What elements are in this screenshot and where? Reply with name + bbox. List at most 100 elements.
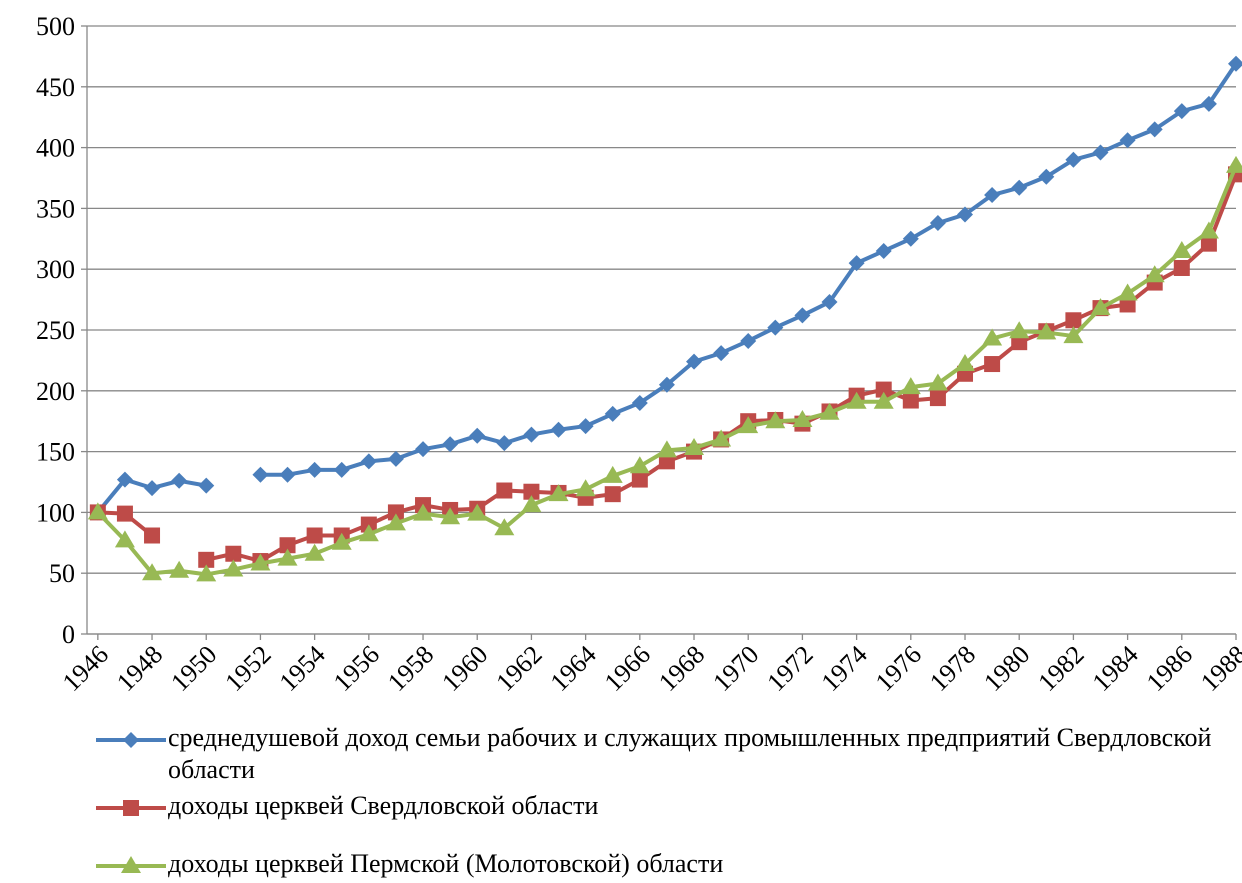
x-tick-label: 1984 bbox=[1087, 640, 1144, 697]
marker bbox=[1228, 55, 1242, 72]
marker bbox=[602, 465, 623, 483]
y-tick-label: 300 bbox=[36, 255, 75, 284]
marker bbox=[631, 394, 648, 411]
marker bbox=[304, 543, 325, 561]
marker bbox=[1063, 326, 1084, 344]
y-tick-label: 50 bbox=[49, 559, 75, 588]
marker bbox=[306, 461, 323, 478]
marker bbox=[144, 527, 161, 544]
marker bbox=[523, 426, 540, 443]
marker bbox=[1009, 321, 1030, 339]
marker bbox=[738, 416, 759, 434]
marker bbox=[225, 545, 242, 562]
x-tick-label: 1974 bbox=[816, 640, 873, 697]
marker bbox=[604, 405, 621, 422]
y-tick-label: 100 bbox=[36, 498, 75, 527]
x-tick-label: 1960 bbox=[436, 640, 493, 697]
x-tick-label: 1978 bbox=[924, 640, 981, 697]
marker bbox=[116, 505, 133, 522]
x-tick-label: 1956 bbox=[328, 640, 385, 697]
marker bbox=[442, 436, 459, 453]
x-tick-label: 1976 bbox=[870, 640, 927, 697]
marker bbox=[144, 480, 161, 497]
marker bbox=[198, 551, 215, 568]
x-tick-label: 1972 bbox=[761, 640, 818, 697]
marker bbox=[548, 484, 569, 502]
marker bbox=[982, 328, 1003, 346]
marker bbox=[331, 532, 352, 550]
marker bbox=[142, 563, 163, 581]
x-tick-label: 1952 bbox=[219, 640, 276, 697]
y-tick-label: 200 bbox=[36, 377, 75, 406]
marker bbox=[1200, 235, 1217, 252]
marker bbox=[1171, 240, 1192, 258]
x-tick-label: 1968 bbox=[653, 640, 710, 697]
x-tick-label: 1950 bbox=[165, 640, 222, 697]
marker bbox=[1038, 168, 1055, 185]
y-tick-label: 350 bbox=[36, 194, 75, 223]
series-line bbox=[97, 173, 1238, 564]
marker bbox=[848, 255, 865, 272]
marker bbox=[550, 421, 567, 438]
marker bbox=[846, 391, 867, 409]
marker bbox=[279, 537, 296, 554]
marker bbox=[494, 518, 515, 536]
legend-marker bbox=[123, 732, 139, 748]
marker bbox=[821, 294, 838, 311]
series-line bbox=[96, 165, 1238, 577]
x-tick-label: 1964 bbox=[545, 640, 602, 697]
x-tick-label: 1986 bbox=[1141, 640, 1198, 697]
marker bbox=[955, 354, 976, 372]
marker bbox=[711, 429, 732, 447]
marker bbox=[577, 418, 594, 435]
marker bbox=[1173, 259, 1190, 276]
marker bbox=[740, 332, 757, 349]
marker bbox=[496, 482, 513, 499]
marker bbox=[333, 461, 350, 478]
marker bbox=[1065, 151, 1082, 168]
marker bbox=[713, 345, 730, 362]
x-tick-label: 1988 bbox=[1195, 640, 1242, 697]
marker bbox=[116, 471, 133, 488]
marker bbox=[198, 477, 215, 494]
y-tick-label: 400 bbox=[36, 134, 75, 163]
x-tick-label: 1980 bbox=[978, 640, 1035, 697]
marker bbox=[252, 466, 269, 483]
marker bbox=[277, 548, 298, 566]
marker bbox=[684, 437, 705, 455]
marker bbox=[387, 504, 404, 521]
marker bbox=[440, 507, 461, 525]
legend-label: доходы церквей Пермской (Молотовской) об… bbox=[168, 849, 724, 878]
y-tick-label: 150 bbox=[36, 438, 75, 467]
marker bbox=[223, 559, 244, 577]
y-tick-label: 250 bbox=[36, 316, 75, 345]
marker bbox=[902, 392, 919, 409]
marker bbox=[902, 230, 919, 247]
marker bbox=[358, 524, 379, 542]
marker bbox=[279, 466, 296, 483]
marker bbox=[819, 402, 840, 420]
marker bbox=[467, 503, 488, 521]
marker bbox=[87, 502, 108, 520]
y-tick-label: 0 bbox=[62, 620, 75, 649]
marker bbox=[196, 564, 217, 582]
marker bbox=[1036, 322, 1057, 340]
marker bbox=[658, 376, 675, 393]
marker bbox=[629, 456, 650, 474]
marker bbox=[360, 453, 377, 470]
marker bbox=[469, 427, 486, 444]
marker bbox=[1117, 283, 1138, 301]
marker bbox=[1119, 132, 1136, 149]
legend-marker bbox=[121, 856, 141, 873]
legend-label: доходы церквей Свердловской области bbox=[168, 791, 599, 820]
x-tick-label: 1962 bbox=[490, 640, 547, 697]
marker bbox=[1226, 155, 1242, 173]
marker bbox=[1011, 179, 1028, 196]
marker bbox=[114, 530, 135, 548]
marker bbox=[575, 479, 596, 497]
x-tick-label: 1966 bbox=[599, 640, 656, 697]
marker bbox=[794, 307, 811, 324]
marker bbox=[1200, 95, 1217, 112]
legend-label: среднедушевой доход семьи рабочих и служ… bbox=[168, 723, 1212, 784]
